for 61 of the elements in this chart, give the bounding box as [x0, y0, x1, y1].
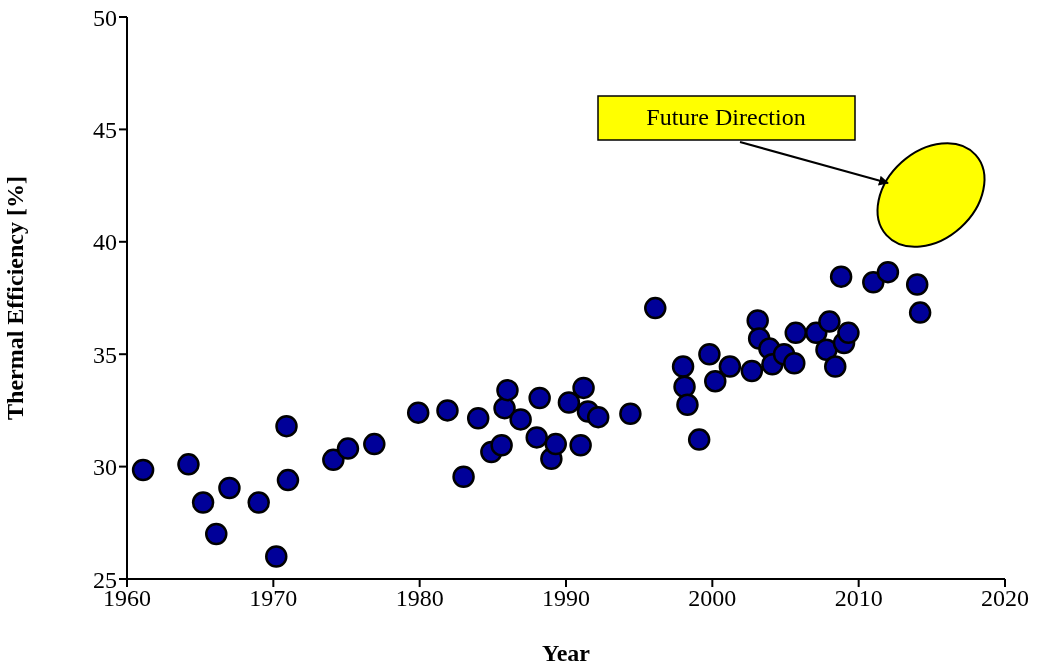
point	[586, 405, 610, 429]
point	[247, 491, 270, 514]
point	[698, 342, 721, 366]
point	[490, 433, 513, 457]
point	[829, 265, 853, 288]
x-tick-label: 2000	[688, 585, 737, 612]
point	[452, 465, 475, 488]
point	[177, 453, 200, 476]
y-tick-label: 30	[93, 454, 117, 481]
point	[406, 401, 430, 424]
point	[569, 433, 592, 457]
point	[876, 260, 900, 284]
point	[276, 468, 300, 492]
point	[509, 408, 532, 431]
point	[205, 522, 228, 546]
point	[862, 271, 885, 294]
point	[687, 428, 711, 451]
x-tick-label: 1980	[395, 585, 444, 612]
point	[525, 426, 548, 449]
point	[673, 375, 696, 399]
x-axis-title: Year	[542, 640, 591, 666]
point	[644, 296, 667, 320]
point	[265, 545, 288, 568]
point	[131, 458, 155, 482]
point	[824, 355, 847, 378]
point	[436, 399, 459, 422]
point	[905, 273, 929, 296]
point	[572, 376, 595, 400]
point	[557, 391, 581, 414]
point	[671, 355, 695, 378]
point	[818, 310, 841, 333]
point	[322, 448, 345, 472]
y-tick-label: 45	[93, 116, 117, 143]
y-tick-label: 35	[93, 341, 117, 368]
point	[544, 432, 568, 456]
x-tick-label: 1990	[542, 585, 590, 612]
x-tick-label: 2020	[981, 585, 1029, 612]
x-tick-label: 2010	[834, 585, 883, 612]
x-tick-label: 1970	[249, 585, 298, 612]
point	[363, 432, 386, 456]
point	[466, 407, 490, 430]
point	[336, 437, 360, 460]
point	[676, 393, 699, 417]
y-axis-title: Thermal Efficiency [%]	[1, 176, 28, 420]
point	[528, 386, 551, 410]
point	[496, 378, 519, 402]
point	[837, 321, 860, 345]
point	[908, 301, 932, 324]
point	[718, 355, 742, 378]
point	[783, 351, 806, 375]
point	[619, 402, 642, 426]
point	[218, 476, 241, 500]
point	[746, 309, 769, 332]
point	[784, 321, 807, 345]
point	[740, 359, 764, 383]
annotation: Future Direction	[646, 104, 806, 130]
y-tick-label: 50	[93, 4, 117, 31]
point	[704, 369, 727, 393]
point	[275, 414, 298, 438]
point	[191, 491, 215, 514]
y-tick-label: 40	[93, 229, 117, 256]
